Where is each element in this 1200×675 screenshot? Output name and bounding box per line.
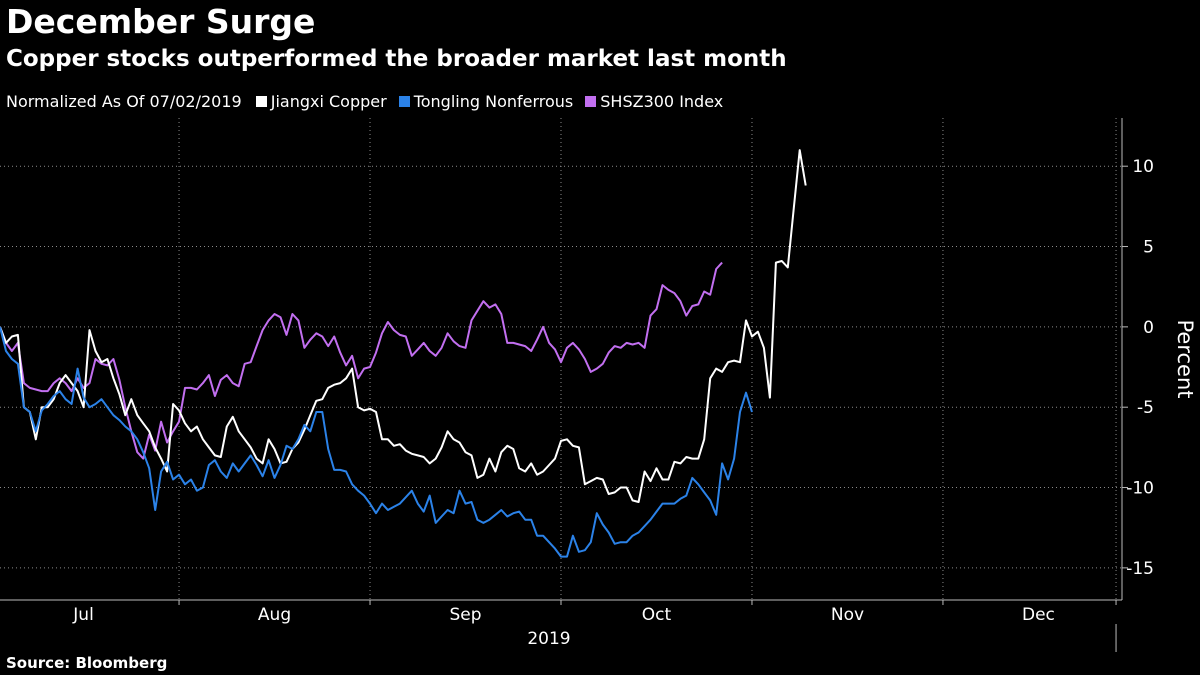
- source-note: Source: Bloomberg: [6, 654, 168, 672]
- x-tick-label: Dec: [1022, 605, 1055, 625]
- legend-swatch-tongling: [398, 95, 410, 107]
- x-tick-label: Nov: [831, 605, 864, 625]
- legend-item-jiangxi: Jiangxi Copper: [255, 91, 387, 111]
- y-tick-label: 5: [1143, 238, 1154, 258]
- legend-item-tongling: Tongling Nonferrous: [398, 91, 574, 111]
- y-axis-label: Percent: [1173, 319, 1197, 398]
- y-tick-label: -10: [1126, 479, 1154, 499]
- y-tick-label: 10: [1132, 157, 1154, 177]
- y-tick-label: -15: [1126, 559, 1154, 579]
- x-tick-label: Jul: [72, 605, 94, 625]
- series-line-tongling-nonferrous: [0, 326, 753, 558]
- x-tick-label: Aug: [258, 605, 291, 625]
- legend-note: Normalized As Of 07/02/2019: [6, 91, 242, 111]
- x-tick-label: Sep: [449, 605, 481, 625]
- y-tick-label: 0: [1143, 318, 1154, 338]
- series-line-shsz300-index: [0, 261, 723, 460]
- legend: Normalized As Of 07/02/2019 Jiangxi Copp…: [6, 91, 735, 111]
- legend-label-shsz300: SHSZ300 Index: [600, 91, 724, 111]
- chart-title: December Surge: [6, 2, 316, 41]
- legend-swatch-shsz300: [585, 95, 597, 107]
- legend-label-tongling: Tongling Nonferrous: [413, 91, 574, 111]
- x-year-label: 2019: [527, 629, 570, 649]
- y-tick-label: -5: [1137, 398, 1154, 418]
- legend-swatch-jiangxi: [255, 95, 267, 107]
- x-tick-label: Oct: [642, 605, 672, 625]
- legend-item-shsz300: SHSZ300 Index: [585, 92, 723, 111]
- chart-subtitle: Copper stocks outperformed the broader m…: [6, 46, 787, 72]
- series-line-jiangxi-copper: [0, 149, 807, 503]
- legend-label-jiangxi: Jiangxi Copper: [270, 91, 387, 111]
